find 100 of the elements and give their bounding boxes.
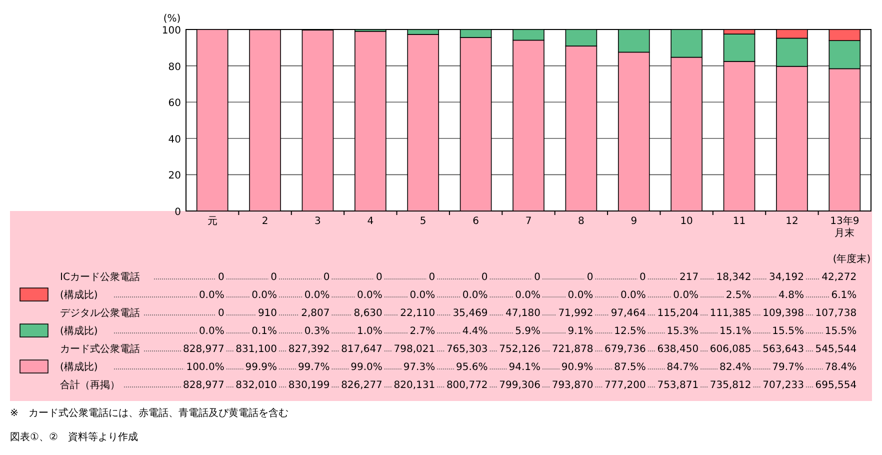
text: ICカード公衆電話: [60, 271, 140, 283]
data-label: 15.3%: [666, 326, 699, 337]
text: 752,126: [499, 344, 540, 355]
text: カード式公衆電話: [60, 343, 140, 355]
data-label: 0.0%: [357, 290, 382, 301]
data-label: 12.5%: [614, 326, 646, 337]
data-label: 82.4%: [719, 362, 752, 373]
text: 18,342: [716, 272, 752, 283]
text: 826,277: [341, 380, 382, 391]
text: 合計（再掲）: [60, 379, 120, 391]
x-tick-label: 6: [472, 216, 480, 228]
text: 0: [640, 272, 646, 283]
text: 820,131: [394, 380, 436, 391]
text: 721,878: [552, 344, 594, 355]
data-label: 2.5%: [726, 290, 752, 301]
data-label: 95.6%: [456, 362, 488, 373]
data-label: 79.7%: [772, 362, 804, 373]
text: 830,199: [288, 380, 330, 391]
text: 753,871: [657, 380, 699, 391]
data-label: 97.3%: [403, 362, 436, 373]
data-label: 90.9%: [561, 362, 594, 373]
text: 47,180: [506, 308, 540, 319]
text: 828,977: [182, 344, 224, 355]
data-label: 99.0%: [350, 362, 382, 373]
text: 2,807: [301, 308, 330, 319]
text: 0: [218, 272, 224, 283]
y-tick-label: 40: [168, 134, 181, 146]
data-label: 100.0%: [186, 362, 224, 373]
data-label: 2.7%: [410, 326, 436, 337]
text: 図表①、② 資料等より作成: [10, 431, 138, 443]
text: 800,772: [446, 380, 488, 391]
y-tick-label: 100: [162, 26, 181, 36]
data-label: 99.9%: [245, 362, 278, 373]
text: 832,010: [236, 380, 278, 391]
data-label: 15.1%: [719, 326, 752, 337]
text: 563,643: [762, 344, 804, 355]
text: 0: [218, 308, 224, 319]
data-label: 0.0%: [673, 290, 699, 301]
text: 109,398: [762, 308, 804, 319]
data-label: 1.0%: [357, 326, 382, 337]
x-tick-label: 9: [630, 216, 638, 228]
data-label: 0.0%: [462, 290, 488, 301]
data-label: 99.7%: [298, 362, 330, 373]
data-label: 0.0%: [304, 290, 330, 301]
text: 8,630: [354, 308, 382, 319]
text: 0: [481, 272, 488, 283]
data-label: 0.0%: [410, 290, 436, 301]
data-label: 9.1%: [568, 326, 594, 337]
text: 798,021: [394, 344, 436, 355]
text: 0: [428, 272, 436, 283]
text: 0: [323, 272, 330, 283]
text: 707,233: [762, 380, 804, 391]
data-label: 0.0%: [568, 290, 594, 301]
y-tick-label: 20: [168, 170, 181, 182]
data-label: 6.1%: [831, 290, 857, 301]
text: 679,736: [604, 344, 646, 355]
legend-label: (構成比): [60, 325, 98, 337]
legend-label: (構成比): [60, 289, 98, 301]
text: 695,554: [815, 380, 857, 391]
text: 111,385: [710, 308, 752, 319]
y-tick-label: 60: [168, 98, 181, 110]
text: 0: [586, 272, 594, 283]
y-axis-title: (%): [163, 14, 181, 24]
x-tick-label: 11: [732, 216, 747, 228]
text: 638,450: [657, 344, 699, 355]
text: 799,306: [499, 380, 540, 391]
data-label: 4.4%: [462, 326, 488, 337]
x-tick-label: 13年9月末: [829, 216, 860, 240]
text: 22,110: [400, 308, 436, 319]
text: 545,544: [815, 344, 857, 355]
text: (年度末): [832, 253, 871, 265]
x-tick-label: 12: [784, 216, 800, 228]
text: 35,469: [452, 308, 488, 319]
x-tick-label: 3: [314, 216, 322, 228]
text: デジタル公衆電話: [60, 307, 140, 319]
data-label: 84.7%: [666, 362, 699, 373]
x-tick-label: 10: [679, 216, 694, 228]
text: 0: [376, 272, 382, 283]
data-label: 78.4%: [824, 362, 857, 373]
x-tick-label: 2: [260, 216, 270, 228]
x-tick-label: 4: [366, 216, 375, 228]
text: 817,647: [341, 344, 382, 355]
text: 34,192: [768, 272, 804, 283]
text: ※ カード式公衆電話には、赤電話、青電話及び黄電話を含む: [10, 407, 288, 419]
legend-label: (構成比): [60, 361, 98, 373]
text: 735,812: [710, 380, 752, 391]
text: 606,085: [710, 344, 752, 355]
data-label: 0.0%: [620, 290, 646, 301]
data-label: 0.0%: [198, 326, 224, 337]
x-tick-label: 8: [577, 216, 586, 228]
data-label: 0.0%: [198, 290, 224, 301]
data-label: 87.5%: [614, 362, 646, 373]
y-tick-label: 80: [168, 62, 181, 73]
text: 828,977: [182, 380, 224, 391]
text: 97,464: [610, 308, 646, 319]
text: 765,303: [446, 344, 488, 355]
text: 827,392: [288, 344, 330, 355]
data-label: 15.5%: [824, 326, 857, 337]
data-label: 5.9%: [515, 326, 540, 337]
x-tick-label: 7: [524, 216, 533, 228]
